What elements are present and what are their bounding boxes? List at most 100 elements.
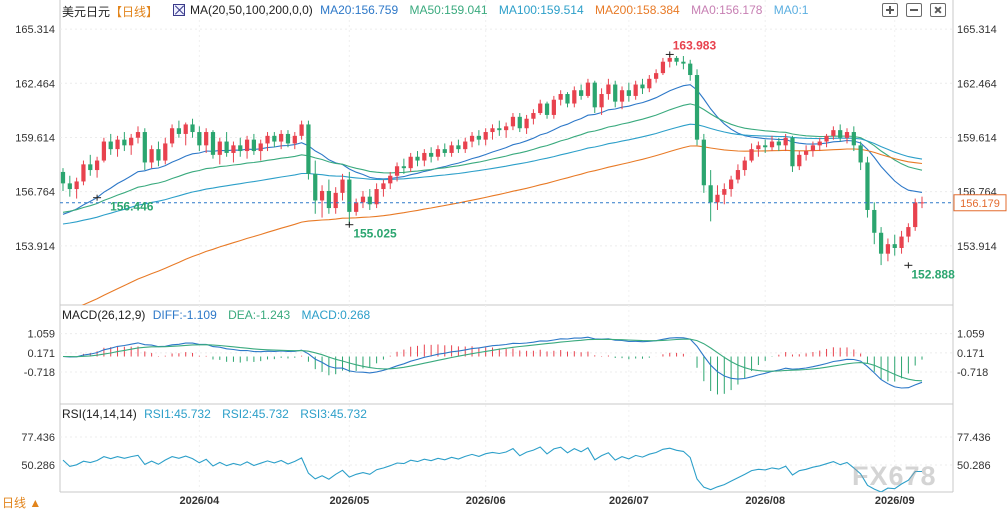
candle-body [769, 141, 775, 148]
candle-body [885, 244, 891, 254]
candle-body [340, 179, 345, 193]
price-tick-right: 162.464 [957, 78, 997, 90]
date-tick: 2026/08 [745, 495, 785, 507]
candle-body [231, 145, 236, 153]
candle-body [204, 132, 209, 146]
candle-body [817, 141, 822, 146]
candle-body [599, 94, 604, 108]
candle-body [878, 232, 884, 254]
ma100-line [62, 123, 923, 225]
symbol-name: 美元日元 [62, 5, 111, 19]
zoom-in-icon[interactable] [882, 3, 898, 17]
price-tick-right: 153.914 [957, 241, 997, 253]
candle-body [67, 183, 72, 190]
candle-body [88, 164, 93, 171]
ma50-value: MA50:159.041 [409, 3, 488, 17]
candle-body [708, 185, 713, 203]
price-annotations: 156.179 156.446 155.025 152.888 163.983 [60, 38, 1007, 281]
macd-tick-left: -0.718 [24, 367, 55, 379]
date-tick: 2026/06 [466, 495, 506, 507]
candle-body [149, 149, 154, 163]
candle-body [913, 202, 918, 228]
rsi-legend: RSI(14,14,14) RSI1:45.732 RSI2:45.732 RS… [62, 407, 367, 421]
candle-body [497, 128, 502, 131]
price-tick-left: 159.614 [15, 132, 55, 144]
ma-params: MA(20,50,100,200,0,0) [190, 3, 313, 17]
ref-point-label: 156.446 [110, 200, 154, 214]
candle-body [776, 141, 781, 146]
indicator-settings-icon[interactable] [173, 4, 185, 16]
candle-body [592, 82, 597, 108]
candle-body [449, 145, 454, 153]
candle-body [551, 99, 556, 115]
candle-body [619, 90, 625, 102]
candle-body [803, 151, 809, 155]
candle-body [374, 189, 379, 205]
candlesticks [60, 54, 925, 266]
candle-body [354, 202, 359, 212]
price-tick-left: 156.764 [15, 187, 55, 199]
ma200-value: MA200:158.384 [594, 3, 680, 17]
candle-body [244, 139, 250, 152]
rsi-tick-right: 50.286 [957, 460, 991, 472]
rsi-tick-right: 77.436 [957, 432, 991, 444]
macd-tick-left: 0.171 [27, 348, 55, 360]
candle-body [94, 160, 100, 171]
candle-body [756, 145, 761, 150]
candle-body [156, 149, 161, 161]
candle-body [728, 179, 734, 190]
ma50-line [62, 103, 923, 213]
candle-body [654, 73, 659, 79]
ma200-line [81, 145, 923, 305]
close-icon[interactable] [930, 3, 946, 17]
candle-body [469, 135, 475, 142]
candle-body [851, 132, 856, 146]
candle-body [463, 141, 468, 150]
candle-body [442, 149, 447, 153]
candle-body [169, 128, 175, 144]
rsi-tick-left: 77.436 [21, 432, 55, 444]
candle-body [60, 171, 66, 184]
candle-body [694, 75, 700, 140]
candle-body [660, 61, 666, 74]
candle-body [429, 152, 434, 157]
period-selector[interactable]: 【日线】 [110, 5, 159, 19]
candle-body [640, 84, 645, 89]
candle-body [524, 118, 529, 129]
rsi3-value: RSI3:45.732 [300, 407, 367, 421]
candle-body [74, 181, 79, 190]
candle-body [163, 143, 168, 161]
candle-body [129, 137, 134, 146]
candle-body [783, 137, 788, 146]
candle-body [388, 175, 393, 184]
candle-body [360, 196, 366, 203]
price-tick-left: 165.314 [15, 24, 55, 36]
macd-params: MACD(26,12,9) [62, 308, 146, 322]
rsi1-value: RSI1:45.732 [144, 407, 211, 421]
price-tick-right: 159.614 [957, 132, 997, 144]
date-tick: 2026/07 [609, 495, 649, 507]
candle-body [899, 236, 904, 248]
ma-legend: MA(20,50,100,200,0,0) MA20:156.759 MA50:… [190, 3, 808, 17]
zoom-out-icon[interactable] [906, 3, 922, 17]
candle-body [115, 139, 120, 150]
macd-diff: DIFF:-1.109 [152, 308, 217, 322]
candle-body [292, 135, 297, 144]
candle-body [135, 132, 141, 138]
period-footer-button[interactable]: 日线 ▲ [2, 496, 42, 510]
candle-body [735, 170, 741, 180]
candle-body [408, 156, 413, 169]
candle-body [831, 130, 836, 136]
date-axis: 2026/04 2026/05 2026/06 2026/07 2026/08 2026/… [179, 495, 914, 507]
candle-body [558, 94, 563, 100]
candle-body [210, 132, 216, 155]
candle-body [810, 145, 816, 152]
moving-average-lines [62, 84, 923, 305]
candle-body [251, 139, 257, 152]
ma100-value: MA100:159.514 [498, 3, 584, 17]
macd-legend: MACD(26,12,9) DIFF:-1.109 DEA:-1.243 MAC… [62, 308, 370, 322]
low1-label: 155.025 [353, 227, 397, 241]
candle-body [613, 84, 618, 102]
candle-body [572, 90, 577, 104]
